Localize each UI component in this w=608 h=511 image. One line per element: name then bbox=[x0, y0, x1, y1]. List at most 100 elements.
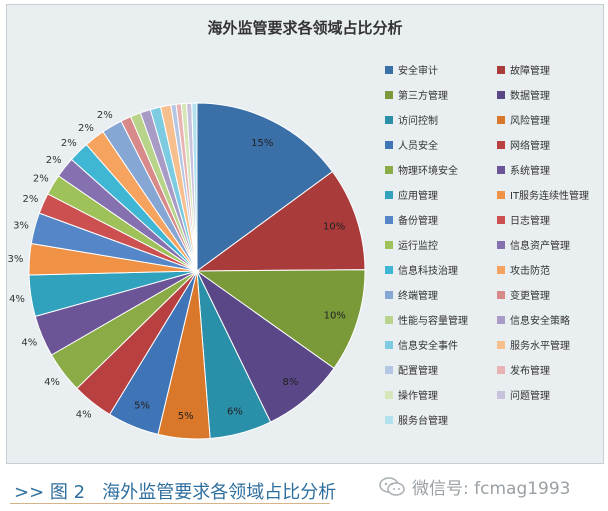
legend-item-4: 数据管理 bbox=[497, 89, 550, 102]
legend-label-12: IT服务连续性管理 bbox=[510, 189, 589, 202]
legend-label-27: 操作管理 bbox=[398, 389, 438, 402]
legend-swatch-1 bbox=[385, 66, 393, 74]
legend-label-18: 攻击防范 bbox=[510, 264, 550, 277]
legend-item-28: 问题管理 bbox=[497, 389, 550, 402]
pie-slice-1 bbox=[196, 102, 334, 272]
slice-label-2: 10% bbox=[323, 222, 345, 233]
legend-swatch-13 bbox=[385, 216, 393, 224]
legend-label-22: 信息安全策略 bbox=[510, 314, 570, 327]
legend-label-5: 访问控制 bbox=[398, 114, 438, 127]
legend-label-25: 配置管理 bbox=[398, 364, 438, 377]
legend-label-9: 物理环境安全 bbox=[398, 164, 458, 177]
legend-swatch-14 bbox=[497, 216, 505, 224]
legend-swatch-27 bbox=[385, 391, 393, 399]
legend-swatch-9 bbox=[385, 166, 393, 174]
legend-item-15: 运行监控 bbox=[385, 239, 438, 252]
legend-swatch-15 bbox=[385, 241, 393, 249]
legend-label-17: 信息科技治理 bbox=[398, 264, 458, 277]
caption-prefix: >> bbox=[14, 482, 45, 503]
legend-swatch-2 bbox=[497, 66, 505, 74]
legend-label-14: 日志管理 bbox=[510, 214, 550, 227]
legend-swatch-6 bbox=[497, 116, 505, 124]
legend-item-1: 安全审计 bbox=[385, 64, 438, 77]
legend-item-29: 服务台管理 bbox=[385, 414, 448, 427]
legend-swatch-5 bbox=[385, 116, 393, 124]
legend-item-16: 信息资产管理 bbox=[497, 239, 570, 252]
legend-label-6: 风险管理 bbox=[510, 114, 550, 127]
legend-item-26: 发布管理 bbox=[497, 364, 550, 377]
legend-swatch-20 bbox=[497, 291, 505, 299]
slice-label-14: 2% bbox=[22, 194, 38, 205]
legend-item-7: 人员安全 bbox=[385, 139, 438, 152]
legend-label-26: 发布管理 bbox=[510, 364, 550, 377]
legend-label-24: 服务水平管理 bbox=[510, 339, 570, 352]
legend-swatch-12 bbox=[497, 191, 505, 199]
slice-label-10: 4% bbox=[21, 338, 37, 349]
legend-swatch-22 bbox=[497, 316, 505, 324]
pie-chart: 海外监管要求各领域占比分析 15% 10% 10% 8% 6% 5% 5% 4% 4% 4% 4% 3… bbox=[7, 19, 589, 440]
legend-item-23: 信息安全事件 bbox=[385, 339, 458, 352]
chart-area: 海外监管要求各领域占比分析 15% 10% 10% 8% 6% 5% 5% 4% 4% 4% 4% 3… bbox=[6, 4, 604, 464]
legend-swatch-19 bbox=[385, 291, 393, 299]
legend-item-10: 系统管理 bbox=[497, 164, 550, 177]
figure-caption: >> 图 2 海外监管要求各领域占比分析 bbox=[14, 478, 336, 504]
slice-label-11: 4% bbox=[9, 294, 25, 305]
slice-label-13: 3% bbox=[13, 221, 29, 232]
legend-label-15: 运行监控 bbox=[398, 239, 438, 252]
caption-text: 海外监管要求各领域占比分析 bbox=[102, 482, 337, 503]
slice-label-8: 4% bbox=[76, 409, 92, 420]
slice-label-16: 2% bbox=[46, 155, 62, 166]
legend-label-21: 性能与容量管理 bbox=[398, 314, 468, 327]
legend-item-2: 故障管理 bbox=[497, 64, 550, 77]
legend-item-21: 性能与容量管理 bbox=[385, 314, 468, 327]
legend-item-8: 网络管理 bbox=[497, 139, 550, 152]
wechat-icon bbox=[379, 476, 405, 496]
legend-item-14: 日志管理 bbox=[497, 214, 550, 227]
legend-swatch-18 bbox=[497, 266, 505, 274]
slice-label-9: 4% bbox=[44, 377, 60, 388]
legend-label-7: 人员安全 bbox=[398, 139, 438, 152]
legend-label-8: 网络管理 bbox=[510, 139, 550, 152]
legend-label-1: 安全审计 bbox=[398, 64, 438, 77]
legend-label-10: 系统管理 bbox=[510, 164, 550, 177]
legend-swatch-25 bbox=[385, 366, 393, 374]
legend-label-20: 变更管理 bbox=[510, 289, 550, 302]
slice-label-4: 8% bbox=[282, 377, 298, 388]
legend-item-25: 配置管理 bbox=[385, 364, 438, 377]
legend-label-13: 备份管理 bbox=[398, 214, 438, 227]
slice-label-7: 5% bbox=[134, 401, 150, 412]
legend-item-12: IT服务连续性管理 bbox=[497, 189, 589, 202]
slice-label-5: 6% bbox=[227, 406, 243, 417]
legend-item-3: 第三方管理 bbox=[385, 89, 448, 102]
slice-label-3: 10% bbox=[324, 310, 346, 321]
legend-item-5: 访问控制 bbox=[385, 114, 438, 127]
legend-swatch-7 bbox=[385, 141, 393, 149]
legend-label-19: 终端管理 bbox=[398, 289, 438, 302]
legend-label-2: 故障管理 bbox=[510, 64, 550, 77]
slice-label-12: 3% bbox=[7, 254, 23, 265]
slice-label-15: 2% bbox=[33, 174, 49, 185]
legend-swatch-23 bbox=[385, 341, 393, 349]
legend-item-17: 信息科技治理 bbox=[385, 264, 458, 277]
legend-swatch-8 bbox=[497, 141, 505, 149]
slice-label-6: 5% bbox=[178, 411, 194, 422]
slice-label-1: 15% bbox=[251, 138, 273, 149]
caption-underline bbox=[10, 503, 330, 504]
legend-label-28: 问题管理 bbox=[510, 389, 550, 402]
legend-item-13: 备份管理 bbox=[385, 214, 438, 227]
legend-swatch-26 bbox=[497, 366, 505, 374]
legend-swatch-16 bbox=[497, 241, 505, 249]
pie-slice-29 bbox=[191, 102, 198, 272]
slice-label-17: 2% bbox=[61, 138, 77, 149]
caption-figure-number: 图 2 bbox=[49, 482, 86, 503]
legend-swatch-11 bbox=[385, 191, 393, 199]
legend-swatch-29 bbox=[385, 416, 393, 424]
legend-item-20: 变更管理 bbox=[497, 289, 550, 302]
legend-swatch-3 bbox=[385, 91, 393, 99]
pie-slice-3 bbox=[195, 269, 366, 369]
legend-swatch-21 bbox=[385, 316, 393, 324]
legend-item-18: 攻击防范 bbox=[497, 264, 550, 277]
legend-label-16: 信息资产管理 bbox=[510, 239, 570, 252]
legend-swatch-24 bbox=[497, 341, 505, 349]
watermark: 微信号: fcmag1993 bbox=[378, 474, 571, 499]
